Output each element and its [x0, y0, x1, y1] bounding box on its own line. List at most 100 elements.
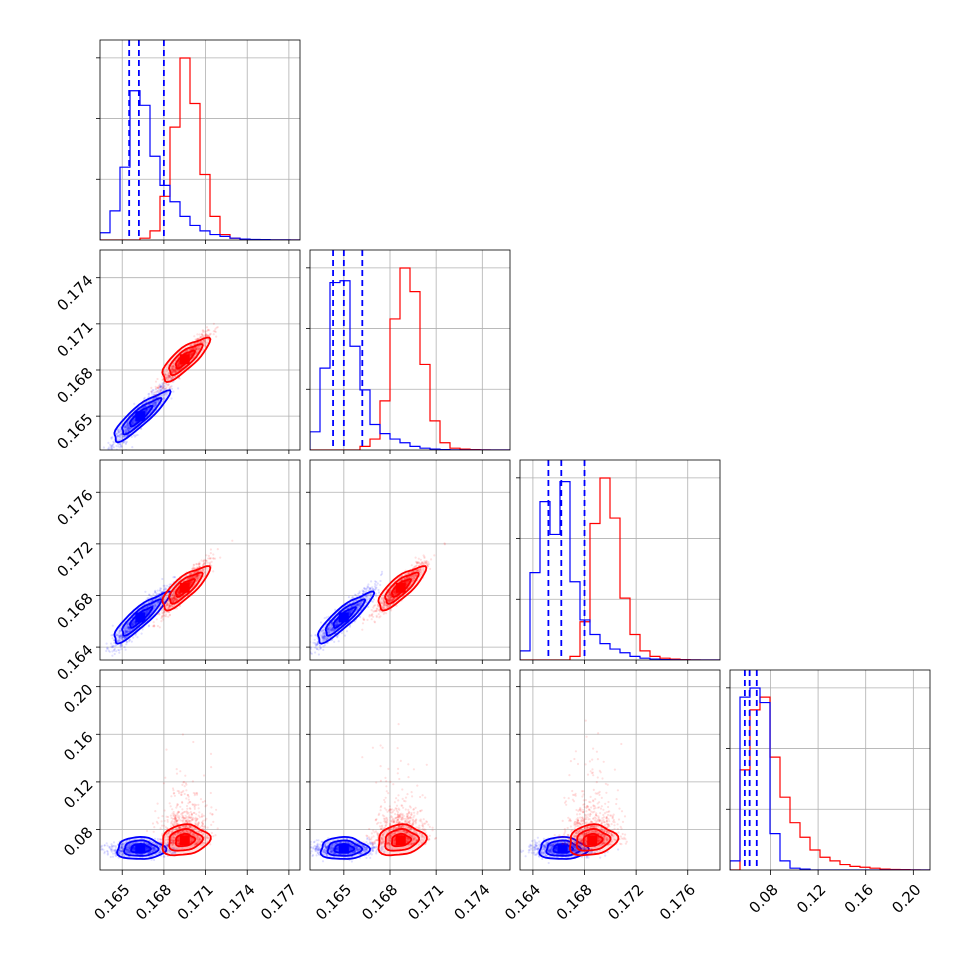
scatter-point [371, 586, 373, 588]
scatter-point [163, 589, 165, 591]
scatter-point [324, 617, 326, 619]
scatter-point [165, 383, 167, 385]
scatter-point [373, 621, 375, 623]
scatter-point [318, 648, 320, 650]
scatter-point [125, 643, 127, 645]
scatter-point [113, 446, 115, 448]
scatter-point [131, 436, 133, 438]
scatter-point [341, 632, 343, 634]
scatter-point [132, 637, 134, 639]
scatter-point [147, 403, 149, 405]
scatter-point [322, 645, 324, 647]
scatter-point [207, 335, 209, 337]
density-peak [135, 612, 145, 622]
scatter-point [108, 446, 110, 448]
histogram-series_b [730, 697, 930, 870]
scatter-point [151, 393, 153, 395]
scatter-point [205, 554, 207, 556]
scatter-point [161, 379, 163, 381]
scatter-point [369, 587, 371, 589]
scatter-point [148, 393, 150, 395]
scatter-point [159, 626, 161, 628]
scatter-point [172, 391, 174, 393]
scatter-point [137, 434, 139, 436]
scatter-point [153, 621, 155, 623]
scatter-point [193, 564, 195, 566]
scatter-point [196, 563, 198, 565]
scatter-point [212, 570, 214, 572]
scatter-point [346, 630, 348, 632]
scatter-point [160, 620, 162, 622]
scatter-point [177, 387, 179, 389]
scatter-point [379, 580, 381, 582]
scatter-point [374, 589, 376, 591]
scatter-point [157, 625, 159, 627]
scatter-point [150, 595, 152, 597]
scatter-point [129, 639, 131, 641]
scatter-point [126, 641, 128, 643]
scatter-point [100, 664, 102, 666]
scatter-point [154, 391, 156, 393]
scatter-point [310, 635, 312, 637]
scatter-point [117, 649, 119, 651]
scatter-point [155, 394, 157, 396]
scatter-point [344, 635, 346, 637]
scatter-point [375, 593, 377, 595]
scatter-point [366, 587, 368, 589]
scatter-point [113, 451, 115, 453]
scatter-point [210, 548, 212, 550]
scatter-point [212, 553, 214, 555]
scatter-point [375, 581, 377, 583]
scatter-point [159, 587, 161, 589]
density-peak [339, 612, 349, 622]
scatter-point [375, 587, 377, 589]
density-peak [180, 354, 190, 364]
scatter-point [119, 446, 121, 448]
scatter-point [213, 323, 215, 325]
scatter-point [103, 446, 105, 448]
histogram-series_a [730, 688, 930, 870]
scatter-point [160, 617, 162, 619]
scatter-point [380, 574, 382, 576]
scatter-point [144, 591, 146, 593]
scatter-point [354, 594, 356, 596]
scatter-point [170, 386, 172, 388]
scatter-panel-2-0 [92, 460, 300, 666]
scatter-point [163, 585, 165, 587]
scatter-point [150, 391, 152, 393]
scatter-point [169, 614, 171, 616]
scatter-point [141, 633, 143, 635]
scatter-point [144, 397, 146, 399]
scatter-point [367, 583, 369, 585]
scatter-point [208, 555, 210, 557]
scatter-point [105, 650, 107, 652]
scatter-point [314, 647, 316, 649]
scatter-point [196, 333, 198, 335]
scatter-point [317, 641, 319, 643]
scatter-point [215, 331, 217, 333]
density-peak [180, 583, 190, 593]
scatter-point [113, 451, 115, 453]
scatter-point [155, 381, 157, 383]
scatter-point [133, 403, 135, 405]
scatter-point [167, 616, 169, 618]
scatter-point [125, 649, 127, 651]
scatter-point [367, 606, 369, 608]
scatter-point [318, 653, 320, 655]
scatter-point [349, 626, 351, 628]
scatter-point [303, 657, 305, 659]
scatter-point [159, 608, 161, 610]
scatter-point [205, 334, 207, 336]
scatter-point [212, 557, 214, 559]
scatter-point [316, 644, 318, 646]
scatter-point [193, 335, 195, 337]
scatter-point [203, 562, 205, 564]
scatter-point [131, 446, 133, 448]
scatter-point [207, 562, 209, 564]
scatter-point [152, 593, 154, 595]
scatter-point [163, 387, 165, 389]
scatter-point [368, 589, 370, 591]
scatter-point [217, 548, 219, 550]
scatter-point [107, 442, 109, 444]
scatter-point [231, 540, 233, 542]
